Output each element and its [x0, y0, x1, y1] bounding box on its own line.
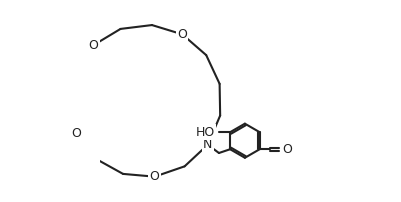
Text: HO: HO	[196, 126, 215, 139]
Text: O: O	[177, 28, 187, 41]
Text: N: N	[203, 138, 213, 151]
Text: O: O	[88, 39, 98, 52]
Text: O: O	[71, 127, 81, 140]
Text: O: O	[282, 143, 292, 156]
Text: O: O	[150, 170, 160, 183]
